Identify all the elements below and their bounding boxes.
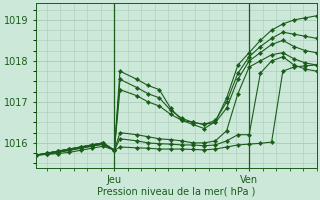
X-axis label: Pression niveau de la mer( hPa ): Pression niveau de la mer( hPa ) xyxy=(97,187,255,197)
